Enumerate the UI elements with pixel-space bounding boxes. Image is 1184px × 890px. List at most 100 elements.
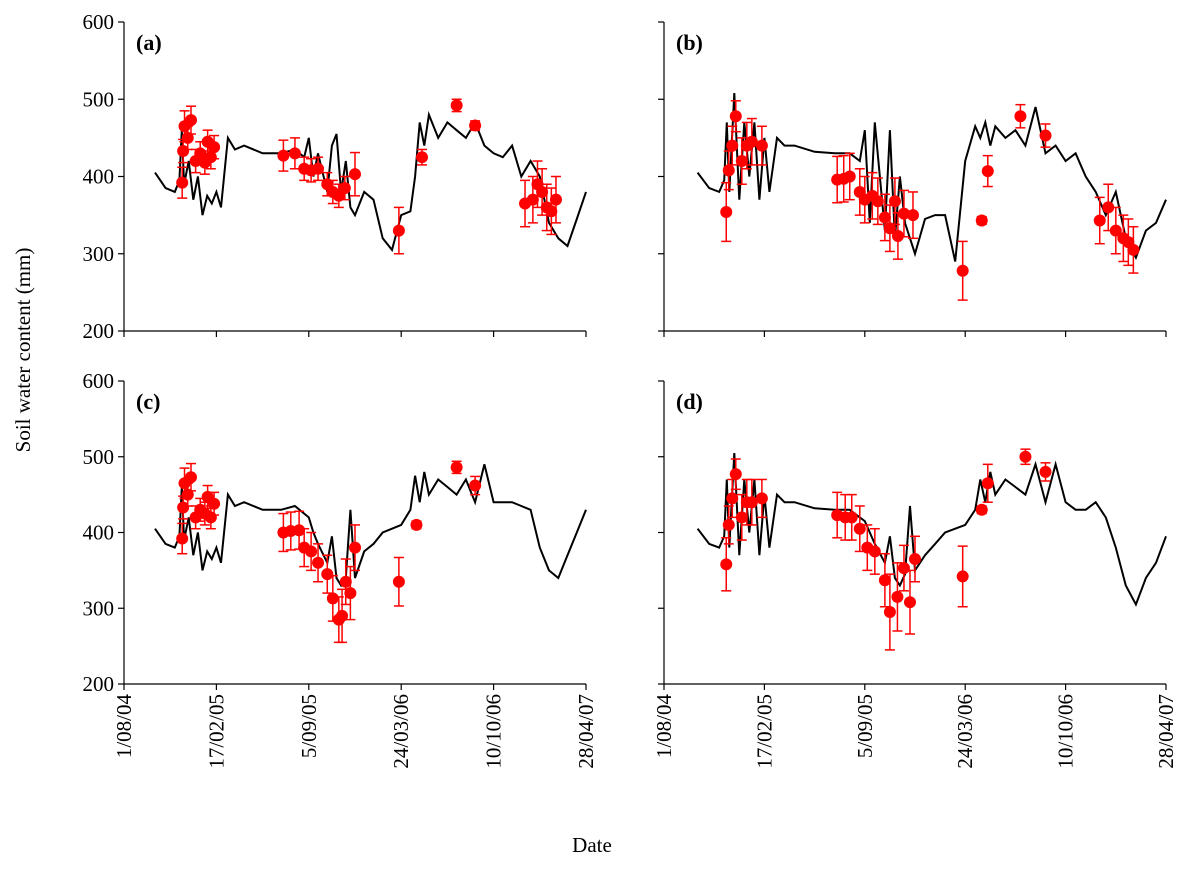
- x-tick-label: 17/02/05: [204, 694, 228, 769]
- observed-point: [450, 99, 463, 112]
- observed-point: [1019, 450, 1032, 463]
- observed-point: [536, 185, 549, 198]
- observed-point: [184, 471, 197, 484]
- panel: 1/08/04 17/02/05 5/09/05 24/03/06 10/10/06 28…: [652, 380, 1178, 769]
- y-tick-label: 400: [83, 165, 115, 189]
- observed-point: [321, 568, 334, 581]
- observed-point: [853, 522, 866, 535]
- y-tick-label: 300: [83, 596, 115, 620]
- panel-label: (b): [676, 30, 703, 55]
- observed-point: [181, 488, 194, 501]
- observed-point: [897, 562, 910, 575]
- observed-point: [956, 570, 969, 583]
- x-tick-label: 28/04/07: [1154, 694, 1178, 769]
- observed-point: [755, 492, 768, 505]
- observed-point: [981, 165, 994, 178]
- observed-point: [410, 518, 423, 531]
- observed-point: [277, 149, 290, 162]
- observed-point: [181, 131, 194, 144]
- observed-point: [177, 501, 190, 514]
- observed-point: [1127, 243, 1140, 256]
- observed-point: [392, 575, 405, 588]
- observed-point: [349, 541, 361, 554]
- panel: 200 300 400 500 600 (a): [83, 10, 587, 343]
- observed-point: [339, 575, 352, 588]
- x-tick-label: 24/03/06: [953, 694, 977, 769]
- observed-point: [312, 556, 325, 569]
- observed-point: [469, 479, 482, 492]
- observed-point: [526, 193, 539, 206]
- observed-point: [888, 195, 901, 208]
- observed-point: [891, 229, 904, 242]
- observed-point: [729, 468, 742, 481]
- simulated-line: [154, 464, 587, 588]
- y-axis-title: Soil water content (mm): [11, 248, 35, 453]
- y-tick-label: 500: [83, 87, 115, 111]
- observed-point: [1102, 201, 1115, 214]
- observed-point: [735, 511, 748, 524]
- observed-point: [545, 205, 558, 218]
- observed-point: [1039, 465, 1052, 478]
- x-tick-label: 24/03/06: [389, 694, 413, 769]
- observed-point: [891, 590, 904, 603]
- observed-point: [975, 503, 988, 516]
- y-tick-label: 500: [83, 445, 115, 469]
- observed-point: [722, 518, 735, 531]
- y-tick-label: 200: [83, 672, 115, 696]
- x-tick-label: 17/02/05: [752, 694, 776, 769]
- y-tick-label: 600: [83, 10, 115, 34]
- observed-point: [344, 587, 357, 600]
- observed-point: [288, 147, 301, 160]
- panel-label: (c): [136, 389, 160, 414]
- x-tick-label: 10/10/06: [1054, 694, 1078, 769]
- observed-point: [392, 224, 405, 237]
- x-axis-title: Date: [572, 833, 612, 857]
- observed-point: [1039, 129, 1052, 142]
- observed-point: [450, 461, 463, 474]
- observed-point: [208, 497, 221, 510]
- x-tick-label: 28/04/07: [574, 694, 598, 769]
- observed-point: [293, 524, 306, 537]
- observed-point: [903, 596, 916, 609]
- simulated-line: [154, 110, 587, 253]
- observed-point: [843, 170, 856, 183]
- observed-point: [415, 151, 428, 164]
- observed-point: [208, 141, 221, 154]
- observed-point: [868, 545, 881, 558]
- observed-point: [469, 119, 482, 132]
- observed-point: [726, 492, 739, 505]
- y-tick-label: 400: [83, 521, 115, 545]
- observed-point: [745, 135, 758, 148]
- observed-point: [845, 511, 858, 524]
- observed-point: [312, 162, 325, 175]
- observed-point: [720, 558, 733, 571]
- panel-label: (a): [136, 30, 162, 55]
- observed-point: [338, 182, 351, 195]
- observed-point: [909, 553, 921, 566]
- observed-point: [1109, 224, 1122, 237]
- y-tick-label: 300: [83, 242, 115, 266]
- y-tick-label: 200: [83, 319, 115, 343]
- observed-point: [897, 207, 910, 220]
- observed-point: [735, 155, 748, 168]
- observed-point: [204, 511, 217, 524]
- observed-point: [906, 209, 919, 222]
- observed-point: [975, 214, 988, 227]
- observed-point: [878, 574, 891, 587]
- simulated-line: [696, 452, 1167, 607]
- x-tick-label: 5/09/05: [297, 694, 321, 758]
- y-tick-label: 600: [83, 369, 115, 393]
- panel: 200 300 400 500 600 1/08/04 17/02/05 5/09/05 24/…: [83, 369, 599, 769]
- observed-point: [184, 114, 197, 127]
- observed-point: [176, 176, 189, 189]
- observed-point: [305, 545, 318, 558]
- observed-point: [336, 609, 349, 622]
- observed-point: [1093, 214, 1106, 227]
- observed-point: [326, 592, 339, 605]
- panel-label: (d): [676, 389, 703, 414]
- observed-point: [745, 496, 758, 509]
- observed-point: [549, 193, 562, 206]
- observed-point: [981, 477, 994, 490]
